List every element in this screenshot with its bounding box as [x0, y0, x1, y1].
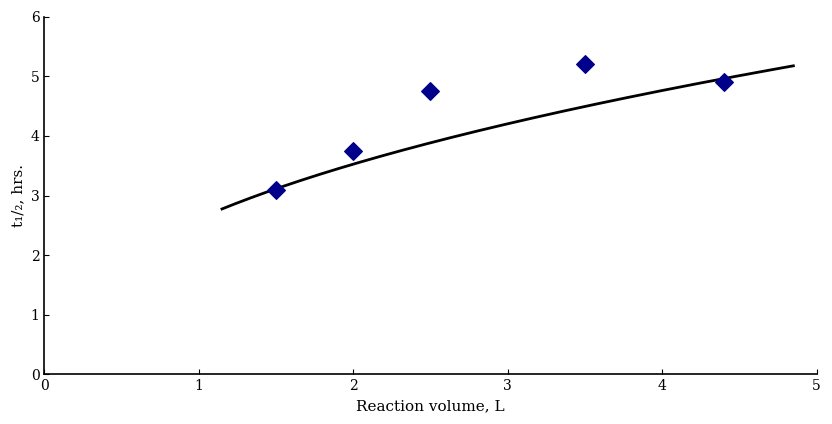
Point: [423, 88, 437, 95]
Point: [717, 79, 730, 86]
Point: [347, 148, 360, 154]
Point: [578, 61, 592, 68]
X-axis label: Reaction volume, L: Reaction volume, L: [356, 399, 505, 413]
Point: [270, 186, 283, 193]
Y-axis label: t₁/₂, hrs.: t₁/₂, hrs.: [11, 164, 25, 227]
